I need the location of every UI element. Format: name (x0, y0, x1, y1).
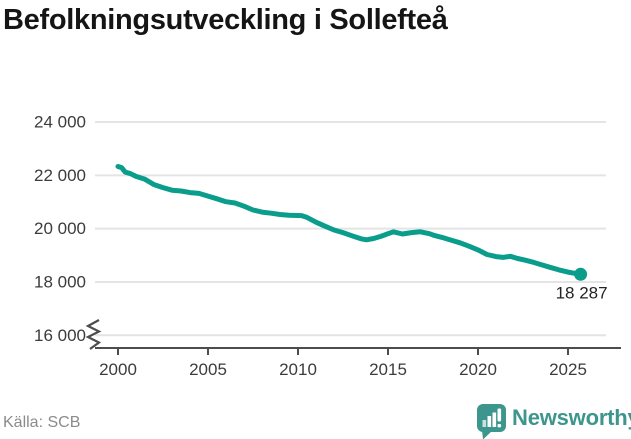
logo-exclamation-bar (497, 408, 502, 422)
logo-exclamation-dot (497, 424, 502, 428)
latest-value-label: 18 287 (556, 283, 608, 302)
x-axis-tick-label: 2010 (279, 360, 317, 379)
newsworthy-logo-icon (477, 404, 506, 439)
logo-bar-3 (492, 412, 497, 427)
newsworthy-wordmark: Newsworthy (512, 405, 631, 430)
source-caption: Källa: SCB (3, 414, 81, 431)
logo-bubble (477, 404, 506, 432)
y-axis-tick-label: 16 000 (34, 326, 86, 345)
logo-bubble-tail (482, 430, 493, 439)
axis-break-icon (85, 319, 102, 350)
newsworthy-logo-link[interactable]: Newsworthy (474, 401, 631, 439)
logo-bar-2 (487, 416, 492, 427)
logo-bar-1 (482, 420, 487, 427)
x-axis-tick-label: 2020 (459, 360, 497, 379)
population-line-chart: 24 000 22 000 20 000 18 000 16 000 2000 2005 20… (34, 113, 621, 379)
y-axis-tick-label: 24 000 (34, 113, 86, 132)
y-axis-tick-label: 20 000 (34, 219, 86, 238)
x-axis-tick-label: 2000 (99, 360, 137, 379)
y-axis-tick-label: 22 000 (34, 166, 86, 185)
x-axis-tick-label: 2005 (189, 360, 227, 379)
x-axis-tick-label: 2015 (369, 360, 407, 379)
population-line (115, 164, 584, 277)
y-axis-tick-label: 18 000 (34, 272, 86, 291)
chart-title: Befolkningsutveckling i Sollefteå (3, 4, 448, 36)
latest-point-dot (574, 267, 588, 281)
x-axis-tick-label: 2025 (549, 360, 587, 379)
